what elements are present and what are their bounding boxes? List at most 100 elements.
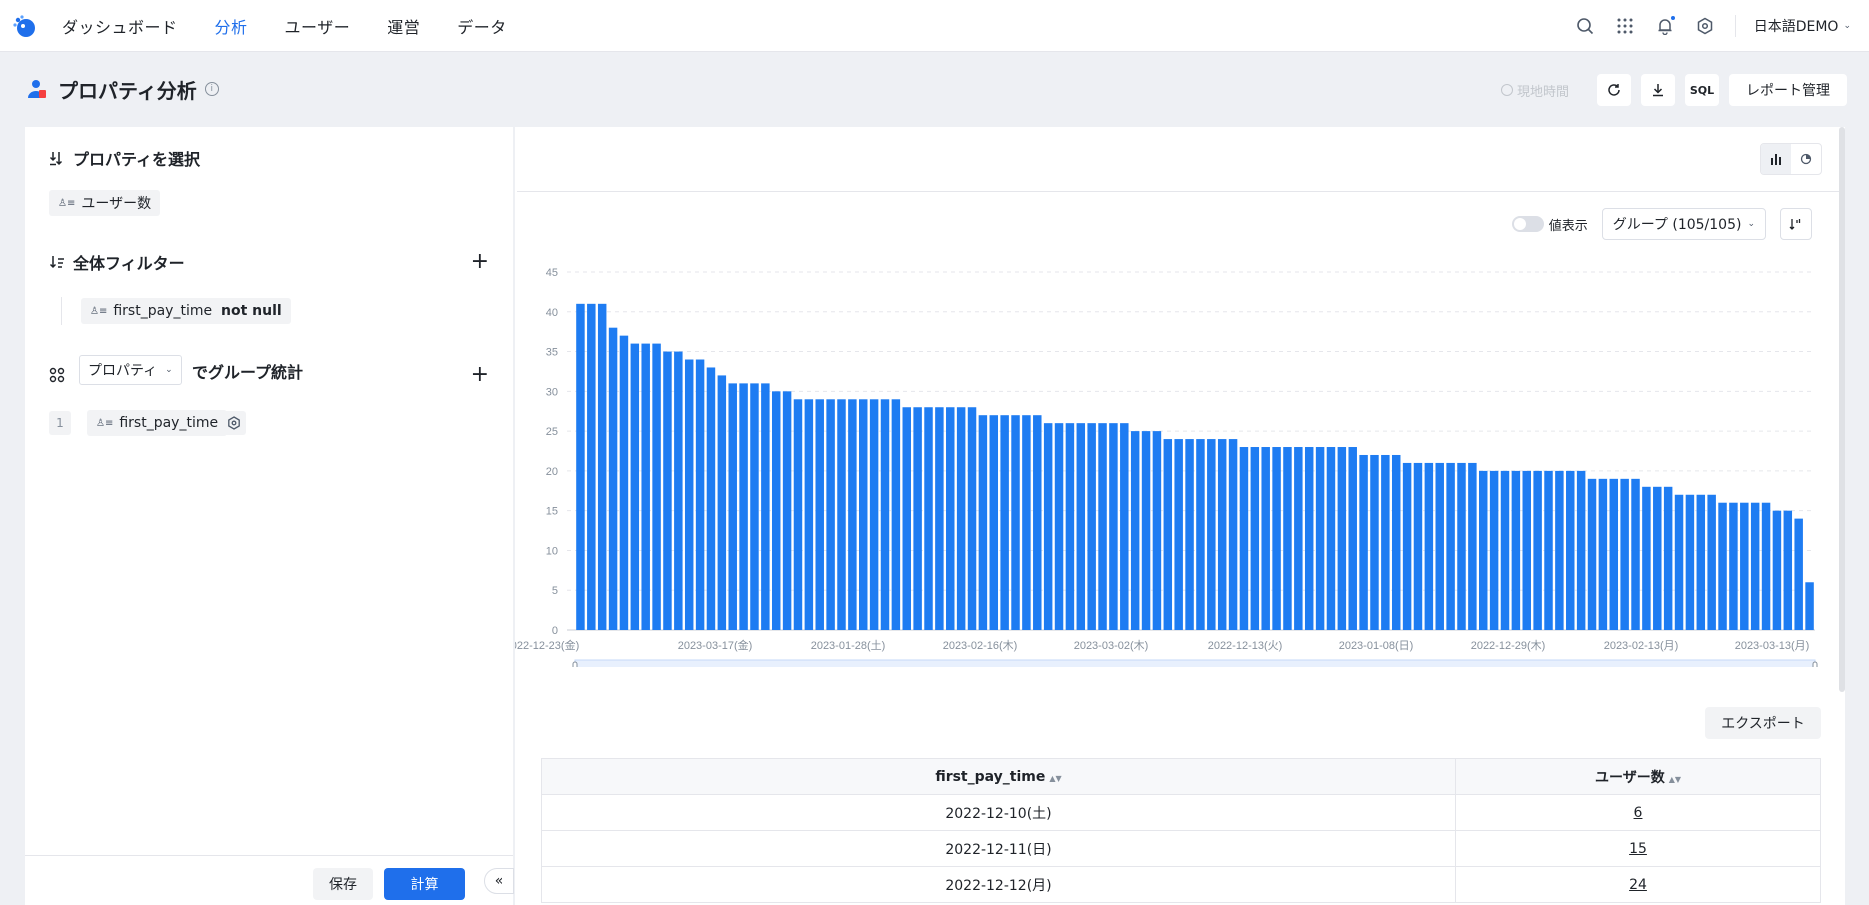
bar[interactable] [869,399,879,630]
bar[interactable] [1587,478,1597,630]
bar[interactable] [1207,439,1216,630]
bar[interactable] [1391,454,1401,630]
count-link[interactable]: 24 [1629,876,1647,893]
add-filter-button[interactable]: + [470,249,489,274]
bar[interactable] [1685,494,1695,630]
bar[interactable] [1740,502,1749,630]
bar[interactable] [1576,470,1586,630]
nav-analysis[interactable]: 分析 [214,17,248,37]
bar[interactable] [1130,431,1140,630]
app-logo[interactable] [4,6,44,46]
bar[interactable] [848,399,857,630]
bar[interactable] [1217,439,1227,630]
bar[interactable] [1337,447,1347,630]
bar[interactable] [750,383,759,630]
group-settings-button[interactable] [222,411,246,435]
vertical-scrollbar[interactable] [1839,127,1845,692]
zoom-slider-handle-right[interactable] [1812,661,1818,667]
column-header-user-count[interactable]: ユーザー数 ▲▼ [1455,758,1821,795]
bar[interactable] [717,375,727,630]
bar[interactable] [630,343,640,630]
bar[interactable] [1304,447,1314,630]
bar[interactable] [1033,415,1042,630]
bar[interactable] [1750,502,1760,630]
bar[interactable] [978,415,988,630]
bar[interactable] [1511,470,1521,630]
bar[interactable] [1479,470,1488,630]
bar-chart-toggle[interactable] [1761,144,1791,174]
bar[interactable] [989,415,999,630]
value-display-toggle[interactable] [1511,216,1544,232]
bar[interactable] [1283,447,1292,630]
bar[interactable] [695,359,705,630]
bar[interactable] [1000,415,1009,630]
bar[interactable] [913,407,922,630]
nav-users[interactable]: ユーザー [284,17,351,37]
bar[interactable] [706,367,716,630]
bar[interactable] [1718,502,1727,630]
bar[interactable] [891,399,901,630]
bar[interactable] [1609,478,1619,630]
bar[interactable] [1065,423,1075,630]
bar[interactable] [1250,447,1260,630]
bar[interactable] [1446,462,1455,630]
bar[interactable] [1413,462,1423,630]
bar[interactable] [1087,423,1096,630]
add-group-button[interactable]: + [470,362,489,387]
bar[interactable] [1326,447,1336,630]
bar[interactable] [1674,494,1684,630]
bar[interactable] [619,335,629,630]
filter-condition-tag[interactable]: not null [212,298,291,324]
bar[interactable] [1794,518,1803,630]
count-link[interactable]: 6 [1633,804,1643,821]
bar[interactable] [1011,415,1020,630]
bar[interactable] [608,327,618,630]
bar[interactable] [1457,462,1466,630]
collapse-panel-button[interactable]: « [484,868,514,894]
local-time-toggle[interactable]: 現地時間 [1500,81,1569,100]
bar[interactable] [924,407,933,630]
pie-chart-toggle[interactable] [1791,144,1821,174]
bar[interactable] [1359,454,1368,630]
bar[interactable] [935,407,944,630]
bar[interactable] [1076,423,1086,630]
info-icon[interactable]: i [204,82,219,96]
bar[interactable] [728,383,737,630]
bar[interactable] [1653,486,1662,630]
group-filter-select[interactable]: グループ (105/105) ⌄ [1601,208,1766,240]
bar[interactable] [1761,502,1771,630]
bar[interactable] [956,407,966,630]
bar[interactable] [967,407,977,630]
settings-gear-icon[interactable] [1695,16,1715,36]
group-type-select[interactable]: プロパティ ⌄ [79,355,182,385]
group-property-tag[interactable]: ♙≡ first_pay_time [87,410,228,436]
filter-property-tag[interactable]: ♙≡ first_pay_time [81,298,222,324]
zoom-slider-track[interactable] [574,659,1816,667]
bar[interactable] [1598,478,1608,630]
bar[interactable] [1141,431,1151,630]
report-manage-button[interactable]: レポート管理 [1729,74,1847,106]
bar[interactable] [1783,510,1793,630]
bar[interactable] [1544,470,1553,630]
bar[interactable] [1631,478,1640,630]
bar[interactable] [1489,470,1499,630]
bar[interactable] [946,407,955,630]
bar[interactable] [1261,447,1270,630]
zoom-slider-handle-left[interactable] [572,661,578,667]
bar[interactable] [902,407,911,630]
bar[interactable] [652,343,661,630]
bar[interactable] [641,343,650,630]
export-button[interactable]: エクスポート [1705,707,1821,739]
bar[interactable] [826,399,835,630]
bar[interactable] [1381,454,1390,630]
nav-operations[interactable]: 運営 [387,17,421,37]
calculate-button[interactable]: 計算 [384,868,465,900]
download-button[interactable] [1641,74,1675,106]
bar[interactable] [1109,423,1118,630]
bar[interactable] [663,351,672,630]
bar[interactable] [674,351,683,630]
bar[interactable] [837,399,846,630]
bar[interactable] [1663,486,1673,630]
bar[interactable] [1642,486,1651,630]
bar[interactable] [1315,447,1325,630]
